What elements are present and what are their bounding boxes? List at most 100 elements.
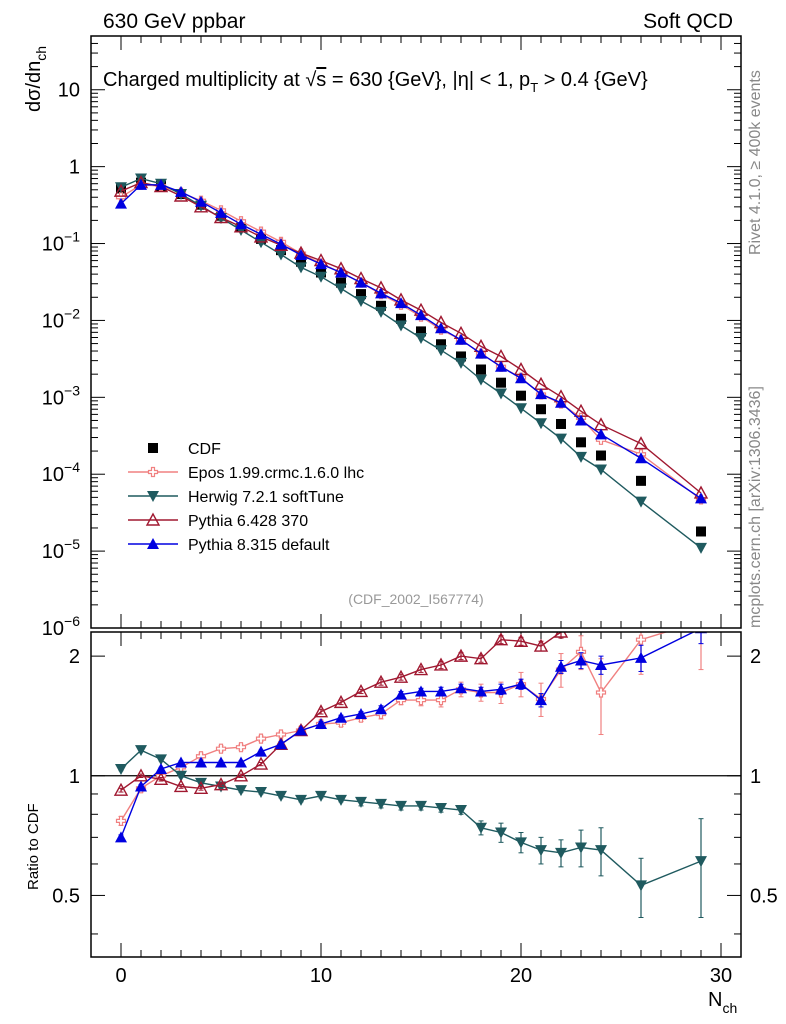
main-data-point [556, 418, 566, 429]
legend-entry-3: Pythia 6.428 370 [128, 512, 308, 530]
ratio-data-point [635, 880, 647, 892]
main-data-point [255, 228, 267, 240]
main-data-point [215, 206, 227, 218]
tick-base: 10 [42, 541, 64, 563]
ratio-data-point [215, 743, 227, 754]
tick-base: 1 [69, 157, 80, 179]
tick-exponent: −3 [64, 382, 80, 398]
ratio-data-point [235, 742, 247, 753]
ratio-y-axis: 0.5 0.5 1 1 2 2 [52, 646, 778, 935]
main-data-point [636, 475, 646, 486]
ratio-data-point [233, 768, 249, 782]
main-data-point [476, 364, 486, 375]
ratio-data-point [395, 688, 407, 700]
ratio-data-point [513, 633, 529, 647]
ratio-data-point [255, 787, 267, 799]
main-data-point [336, 277, 346, 288]
chart-title: Charged multiplicity at √s = 630 {GeV}, … [103, 69, 648, 95]
ratio-data-point [535, 694, 547, 706]
ratio-data-point [435, 685, 447, 697]
ratio-data-point [455, 682, 467, 694]
x-axis-label: Nch [708, 989, 737, 1016]
ratio-data-point [695, 856, 707, 868]
tick-base: 10 [42, 234, 64, 256]
ratio-data-point [455, 805, 467, 817]
legend-marker [147, 538, 159, 549]
main-data-point [315, 258, 327, 270]
ratio-data-point [575, 646, 587, 657]
ratio-data-point [155, 763, 167, 775]
main-data-point [535, 388, 547, 400]
x-axis: 0 10 20 30 [115, 36, 742, 987]
ratio-data-point [393, 669, 409, 683]
ratio-data-point [533, 638, 549, 652]
main-data-point [355, 295, 367, 307]
main-data-point [535, 418, 547, 430]
ratio-data-point [335, 711, 347, 723]
ratio-data-point [695, 569, 707, 580]
tick-exponent: −2 [64, 305, 80, 321]
legend-marker [148, 443, 158, 453]
main-data-point [115, 182, 127, 194]
main-data-point [416, 326, 426, 337]
ratio-data-point [255, 745, 267, 757]
ratio-panel-frame [90, 631, 742, 958]
ratio-y-tick-label-left: 1 [69, 766, 80, 788]
main-data-point [515, 403, 527, 415]
ratio-data-point [575, 654, 587, 666]
ratio-data-point [115, 815, 127, 826]
ratio-data-point [115, 764, 127, 776]
main-data-point [435, 322, 447, 334]
tick-exponent: −6 [64, 613, 80, 629]
main-data-point [555, 396, 567, 408]
ratio-data-point [175, 770, 187, 782]
legend-label: Pythia 6.428 370 [188, 513, 308, 530]
main-data-point [296, 256, 306, 267]
x-tick-label: 30 [710, 965, 732, 987]
ratio-y-tick-label-right: 2 [750, 646, 761, 668]
legend-label: Epos 1.99.crmc.1.6.0 lhc [188, 465, 364, 482]
main-data-point [595, 464, 607, 476]
ratio-data-point [275, 790, 287, 802]
ratio-data-point [275, 729, 287, 740]
main-data-point [536, 404, 546, 415]
legend-entry-4: Pythia 8.315 default [128, 537, 330, 554]
main-data-point [633, 436, 649, 450]
main-data-point [515, 372, 527, 384]
legend: CDF Epos 1.99.crmc.1.6.0 lhc Herwig 7.2.1 … [128, 441, 364, 554]
main-data-point [455, 357, 467, 369]
side-version: Rivet 4.1.0, ≥ 400k events [747, 70, 764, 255]
ratio-series-line [120, 632, 669, 822]
main-data-point [495, 388, 507, 400]
ratio-series-line [120, 749, 702, 887]
main-y-tick-label: 10−5 [42, 536, 80, 563]
main-data-point [295, 248, 307, 260]
ratio-data-point [353, 683, 369, 698]
ratio-data-point [135, 745, 147, 757]
legend-marker [147, 491, 159, 502]
ratio-data-point [275, 738, 287, 750]
ratio-data-point [295, 724, 307, 736]
main-data-point [695, 542, 707, 554]
main-data-point [376, 300, 386, 311]
legend-marker [145, 512, 161, 526]
ratio-data-point [493, 632, 509, 646]
ratio-series-group [113, 569, 707, 918]
main-data-point [555, 433, 567, 445]
ratio-data-point [135, 780, 147, 792]
main-y-tick-label: 10−3 [42, 382, 80, 409]
tick-base: 10 [42, 310, 64, 332]
ratio-y-tick-label-right: 0.5 [750, 885, 778, 907]
main-data-point [155, 178, 167, 190]
legend-marker [147, 466, 159, 478]
main-data-point [635, 496, 647, 508]
main-data-point [395, 320, 407, 332]
ratio-data-point [255, 733, 267, 744]
ratio-y-tick-label-right: 1 [750, 766, 761, 788]
ratio-data-point [635, 580, 647, 591]
main-panel-frame [90, 35, 742, 629]
ratio-data-point [415, 685, 427, 697]
